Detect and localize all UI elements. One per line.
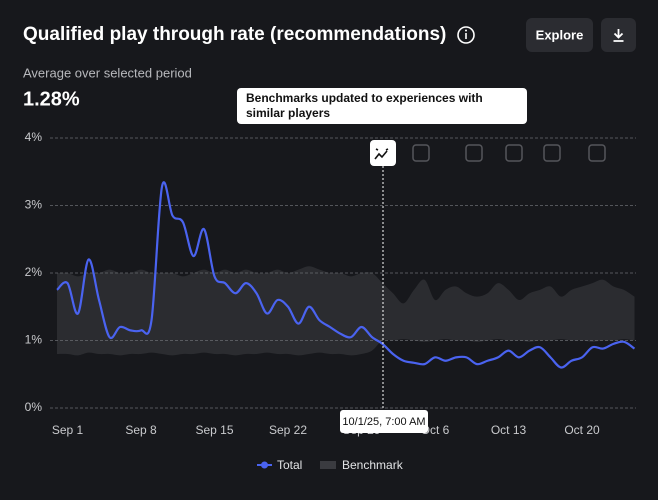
x-tick-label: Oct 20 bbox=[564, 423, 600, 437]
x-tick-label: Sep 8 bbox=[125, 423, 157, 437]
y-tick-label: 0% bbox=[25, 400, 43, 414]
legend-label: Total bbox=[277, 458, 302, 472]
annotation-icon[interactable] bbox=[465, 144, 483, 162]
hover-label: 10/1/25, 7:00 AM bbox=[342, 416, 425, 428]
summary-value: 1.28% bbox=[23, 88, 80, 110]
annotation-marker bbox=[370, 140, 396, 166]
x-tick-label: Sep 22 bbox=[269, 423, 307, 437]
annotation-icon[interactable] bbox=[505, 144, 523, 162]
download-icon bbox=[613, 29, 624, 42]
x-tick-label: Sep 15 bbox=[195, 423, 233, 437]
legend-dot bbox=[261, 461, 268, 469]
explore-button[interactable] bbox=[526, 18, 593, 52]
info-icon-bar bbox=[465, 33, 467, 39]
hover-tooltip bbox=[340, 410, 428, 433]
info-icon[interactable] bbox=[457, 26, 475, 44]
annotation-marker-icon bbox=[374, 148, 389, 160]
annotation-icons bbox=[412, 144, 606, 162]
annotation-icon[interactable] bbox=[588, 144, 606, 162]
annotation-icon[interactable] bbox=[412, 144, 430, 162]
benchmark-band bbox=[57, 266, 635, 356]
y-tick-label: 2% bbox=[25, 265, 43, 279]
legend-swatch bbox=[320, 461, 336, 469]
explore-label: Explore bbox=[536, 27, 584, 42]
annotation-tooltip: Benchmarks updated to experiences with s… bbox=[237, 88, 527, 124]
x-tick-label: Sep 1 bbox=[52, 423, 84, 437]
y-tick-label: 1% bbox=[25, 333, 43, 347]
total-line bbox=[56, 181, 636, 369]
x-tick-label: Oct 13 bbox=[491, 423, 527, 437]
annotation-icon[interactable] bbox=[543, 144, 561, 162]
chart-title: Qualified play through rate (recommendat… bbox=[23, 24, 446, 45]
info-icon-dot bbox=[465, 29, 467, 32]
y-tick-label: 4% bbox=[25, 130, 43, 144]
legend-label: Benchmark bbox=[342, 458, 404, 472]
summary-label: Average over selected period bbox=[23, 65, 192, 80]
y-tick-label: 3% bbox=[25, 198, 43, 212]
